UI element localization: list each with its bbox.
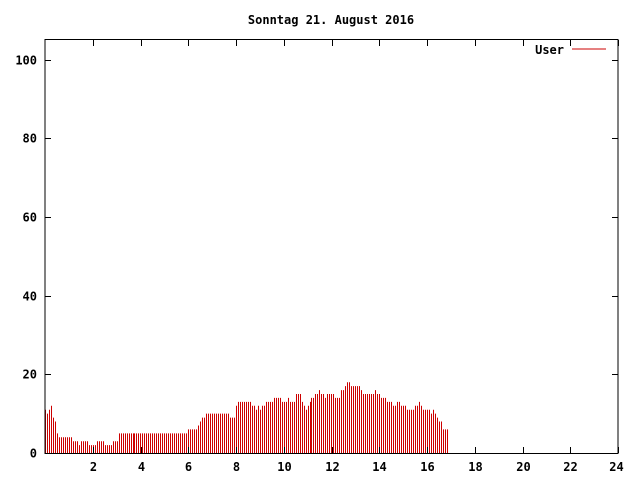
y-tick-label: 20 [23,368,37,382]
y-axis: 0 20 40 60 80 100 [15,54,618,461]
x-tick-label: 4 [138,460,145,474]
x-tick-label: 22 [563,460,577,474]
legend: User [535,43,606,57]
x-tick-label: 2 [90,460,97,474]
x-tick-label: 12 [325,460,339,474]
chart-title: Sonntag 21. August 2016 [248,13,414,27]
x-tick-label: 16 [420,460,434,474]
y-tick-label: 60 [23,211,37,225]
x-tick-label: 24 [609,460,623,474]
y-tick-label: 0 [30,447,37,461]
legend-label-user: User [535,43,564,57]
y-tick-label: 80 [23,132,37,146]
y-tick-label: 40 [23,290,37,304]
x-tick-label: 10 [277,460,291,474]
x-tick-label: 14 [372,460,386,474]
x-axis: 2 4 6 8 10 12 14 16 18 20 22 24 [90,40,624,474]
y-tick-label: 100 [15,54,37,68]
x-tick-label: 18 [468,460,482,474]
x-tick-label: 6 [185,460,192,474]
x-tick-label: 20 [516,460,530,474]
bar-series-user [45,382,448,453]
x-tick-label: 8 [233,460,240,474]
plot-frame [44,39,619,454]
